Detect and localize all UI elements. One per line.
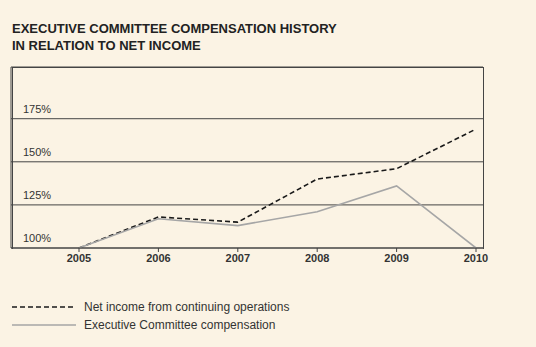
svg-text:175%: 175% <box>23 103 51 115</box>
svg-text:150%: 150% <box>23 146 51 158</box>
html-text:IN RELATION TO NET INCOME: IN RELATION TO NET INCOME <box>12 38 201 53</box>
svg-text:2008: 2008 <box>305 252 329 264</box>
svg-text:2005: 2005 <box>67 252 91 264</box>
svg-text:2009: 2009 <box>384 252 408 264</box>
svg-text:100%: 100% <box>23 232 51 244</box>
svg-text:2010: 2010 <box>464 252 488 264</box>
html-text:Executive Committee compensati: Executive Committee compensation <box>84 318 276 332</box>
html-text:Net income from continuing ope: Net income from continuing operations <box>84 300 290 314</box>
svg-text:2007: 2007 <box>226 252 250 264</box>
svg-text:125%: 125% <box>23 189 51 201</box>
html-text:EXECUTIVE COMMITTEE COMPENSATI: EXECUTIVE COMMITTEE COMPENSATION HISTORY <box>12 21 337 36</box>
svg-text:2006: 2006 <box>146 252 170 264</box>
